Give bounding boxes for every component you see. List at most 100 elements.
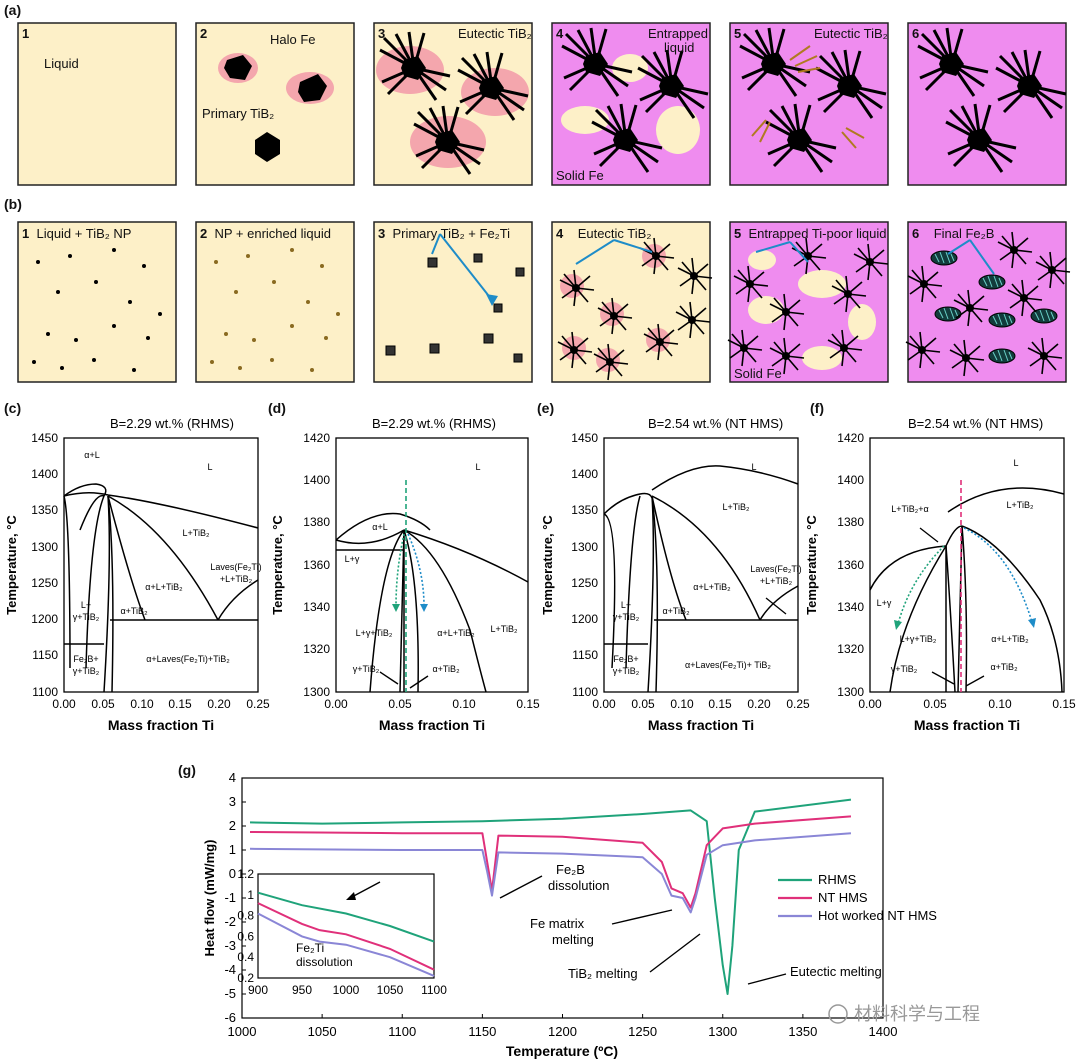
svg-text:0.05: 0.05 <box>923 697 947 711</box>
svg-text:L+TiB₂: L+TiB₂ <box>1007 500 1034 510</box>
svg-text:0.10: 0.10 <box>988 697 1012 711</box>
dsc-ytick: -2 <box>224 914 236 929</box>
legend-label-0: RHMS <box>818 872 857 887</box>
inset-xtick: 1000 <box>333 983 360 997</box>
inset-xtick: 900 <box>248 983 268 997</box>
svg-text:0.20: 0.20 <box>207 697 231 711</box>
svg-text:1380: 1380 <box>303 515 330 529</box>
svg-text:α+TiB₂: α+TiB₂ <box>120 606 148 616</box>
inset-xtick: 1050 <box>377 983 404 997</box>
svg-text:1300: 1300 <box>31 540 58 554</box>
anno-fe-matrix: Fe matrix <box>530 916 585 931</box>
inset-label-1: Fe₂Ti <box>296 941 324 955</box>
svg-text:γ+TiB₂: γ+TiB₂ <box>613 666 640 676</box>
svg-text:1200: 1200 <box>571 612 598 626</box>
b6-box <box>907 221 1067 383</box>
row-a-label: (a) <box>4 2 22 18</box>
svg-text:1400: 1400 <box>571 467 598 481</box>
dsc-ytick: -4 <box>224 962 236 977</box>
svg-text:1380: 1380 <box>837 515 864 529</box>
panel-c-label: (c) <box>4 400 22 416</box>
dsc-ytick: 4 <box>229 770 236 785</box>
a5-num: 5 <box>734 26 742 41</box>
dsc-xtick: 1050 <box>308 1024 337 1039</box>
phase-diagrams: B=2.29 wt.% (RHMS) 1450 1400 1350 1300 125… <box>4 416 1076 733</box>
dsc-xtick: 1150 <box>468 1024 496 1039</box>
dsc-xtick: 1000 <box>228 1024 257 1039</box>
svg-text:1400: 1400 <box>303 473 330 487</box>
dsc-series-0 <box>249 798 852 995</box>
svg-text:+L+TiB₂: +L+TiB₂ <box>760 576 793 586</box>
svg-text:0.15: 0.15 <box>516 697 540 711</box>
panel-e-label: (e) <box>537 400 555 416</box>
phase-d-title: B=2.29 wt.% (RHMS) <box>372 416 496 431</box>
a4-text-solid: Solid Fe <box>556 168 604 183</box>
dsc-xlabel: Temperature (ºC) <box>506 1043 618 1059</box>
dsc-ytick: 3 <box>229 794 236 809</box>
svg-text:γ+TiB₂: γ+TiB₂ <box>73 666 100 676</box>
svg-text:Mass fraction Ti: Mass fraction Ti <box>108 717 214 733</box>
b2-text: 2 NP + enriched liquid <box>200 226 331 241</box>
watermark: 材料科学与工程 <box>854 1004 980 1024</box>
a2-text-primary: Primary TiB₂ <box>202 106 275 121</box>
legend-label-1: NT HMS <box>818 890 868 905</box>
svg-text:0.00: 0.00 <box>858 697 882 711</box>
svg-text:1400: 1400 <box>837 473 864 487</box>
b1-text: 1 Liquid + TiB₂ NP <box>22 226 132 241</box>
svg-text:1300: 1300 <box>303 685 330 699</box>
svg-text:1450: 1450 <box>31 431 58 445</box>
a4-text-liquid: liquid <box>664 40 695 55</box>
b3-text: 3 Primary TiB₂ + Fe₂Ti <box>378 226 511 241</box>
phase-f-title: B=2.54 wt.% (NT HMS) <box>908 416 1043 431</box>
svg-text:1150: 1150 <box>572 648 598 662</box>
svg-text:1300: 1300 <box>837 685 864 699</box>
phase-c: B=2.29 wt.% (RHMS) 1450 1400 1350 1300 125… <box>4 416 270 733</box>
svg-text:γ+TiB₂: γ+TiB₂ <box>73 612 100 622</box>
svg-text:Mass fraction Ti: Mass fraction Ti <box>379 717 485 733</box>
svg-text:Mass fraction Ti: Mass fraction Ti <box>648 717 754 733</box>
svg-text:α+L+TiB₂: α+L+TiB₂ <box>437 628 475 638</box>
dsc-xtick: 1300 <box>708 1024 737 1039</box>
dsc-ytick: 2 <box>229 818 236 833</box>
a2-text-halo: Halo Fe <box>270 32 316 47</box>
svg-text:0.10: 0.10 <box>670 697 694 711</box>
svg-text:α+TiB₂: α+TiB₂ <box>990 662 1018 672</box>
anno-eutectic: Eutectic melting <box>790 964 882 979</box>
anno-tib2: TiB₂ melting <box>568 966 638 981</box>
inset-series-2 <box>257 912 435 977</box>
legend-label-2: Hot worked NT HMS <box>818 908 937 923</box>
dsc-series-1 <box>250 815 852 909</box>
b3-box <box>373 221 533 383</box>
svg-text:L+γ+TiB₂: L+γ+TiB₂ <box>900 634 937 644</box>
dsc-xtick: 1350 <box>788 1024 817 1039</box>
phase-f: B=2.54 wt.% (NT HMS) 1420 1400 1380 1360 1… <box>804 416 1076 733</box>
svg-text:0.05: 0.05 <box>631 697 655 711</box>
svg-text:α+Laves(Fe₂Ti)+TiB₂: α+Laves(Fe₂Ti)+TiB₂ <box>146 654 230 664</box>
svg-text:1250: 1250 <box>31 576 58 590</box>
svg-text:L+γ+TiB₂: L+γ+TiB₂ <box>356 628 393 638</box>
a5-text: Eutectic TiB₂ <box>814 26 888 41</box>
svg-text:α+Laves(Fe₂Ti)+ TiB₂: α+Laves(Fe₂Ti)+ TiB₂ <box>685 660 771 670</box>
svg-text:L+: L+ <box>81 600 91 610</box>
phase-d: B=2.29 wt.% (RHMS) 1420 1400 1380 1360 134… <box>270 416 540 733</box>
b6-text: 6 Final Fe₂B <box>912 226 995 241</box>
svg-text:0.05: 0.05 <box>388 697 412 711</box>
svg-text:L+: L+ <box>621 600 631 610</box>
inset-ytick: 1 <box>247 888 254 902</box>
svg-text:0.15: 0.15 <box>168 697 192 711</box>
a1-num: 1 <box>22 26 30 41</box>
inset-xtick: 1100 <box>421 983 447 997</box>
dsc-ylabel: Heat flow (mW/mg) <box>202 840 217 957</box>
svg-text:1340: 1340 <box>837 600 864 614</box>
svg-text:0.25: 0.25 <box>246 697 270 711</box>
svg-text:Laves(Fe₂Ti): Laves(Fe₂Ti) <box>750 564 801 574</box>
inset-xtick: 950 <box>292 983 312 997</box>
svg-text:1200: 1200 <box>31 612 58 626</box>
svg-text:α+L: α+L <box>84 450 99 460</box>
dsc-xtick: 1200 <box>548 1024 577 1039</box>
inset-ytick: 0.8 <box>237 909 254 923</box>
svg-text:1100: 1100 <box>572 685 598 699</box>
row-a-schematic <box>17 22 1068 186</box>
svg-text:α+L+TiB₂: α+L+TiB₂ <box>991 634 1029 644</box>
